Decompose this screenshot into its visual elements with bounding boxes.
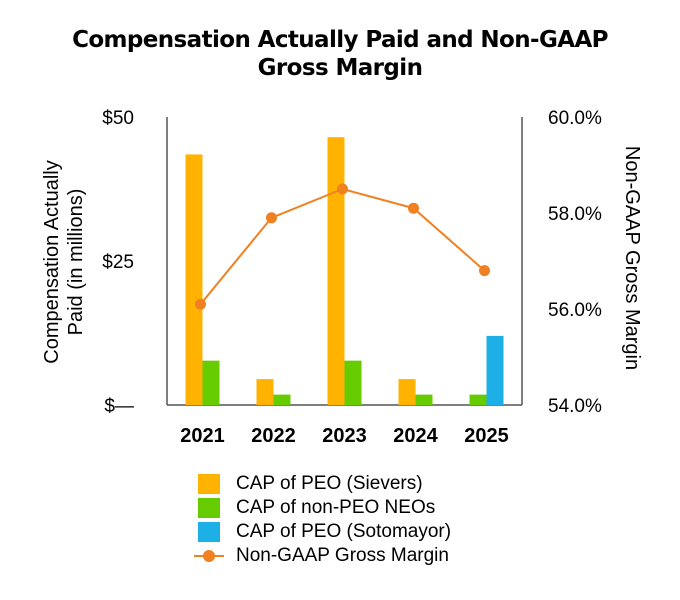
- y2-tick-label: 56.0%: [548, 300, 602, 321]
- axis-labels-group: Compensation Actually Paid (in millions)…: [41, 146, 643, 370]
- bar-non-peo-neos: [202, 360, 220, 405]
- x-tick-label: 2024: [393, 425, 438, 447]
- x-tick-label: 2023: [322, 425, 367, 447]
- legend-swatch-peo-sievers: [198, 474, 220, 494]
- bar-peo-sotomayor: [486, 335, 504, 405]
- bar-non-peo-neos: [344, 360, 362, 405]
- x-tick-label: 2021: [180, 425, 225, 447]
- y-axis-label-line-1: Compensation Actually: [41, 160, 63, 363]
- legend-swatch-peo-sotomayor: [198, 522, 220, 542]
- gross-margin-point: [195, 298, 206, 310]
- axes: $— $25 $50 54.0% 56.0% 58.0% 60.0% 2021 2022 2023…: [102, 108, 602, 447]
- line-series-group: [195, 183, 490, 310]
- chart-title-line-2: Gross Margin: [257, 55, 423, 81]
- chart-title-line-1: Compensation Actually Paid and Non-GAAP: [72, 27, 608, 53]
- gross-margin-point: [408, 202, 419, 214]
- y-tick-label: $—: [104, 396, 134, 417]
- y2-tick-label: 60.0%: [548, 108, 602, 129]
- x-tick-label: 2025: [464, 425, 509, 447]
- y-tick-label: $25: [102, 252, 134, 273]
- x-tick-label: 2022: [251, 425, 296, 447]
- bars-group: [185, 137, 504, 405]
- y2-tick-label: 58.0%: [548, 204, 602, 225]
- bar-non-peo-neos: [273, 394, 291, 405]
- bar-peo-sievers: [398, 379, 416, 405]
- bar-peo-sievers: [256, 379, 274, 405]
- legend-swatch-non-peo-neos: [198, 498, 220, 518]
- legend-label-peo-sotomayor: CAP of PEO (Sotomayor): [236, 521, 452, 542]
- legend-label-non-peo-neos: CAP of non-PEO NEOs: [236, 497, 436, 518]
- bar-peo-sievers: [327, 137, 345, 405]
- bar-peo-sievers: [185, 154, 203, 405]
- legend-marker-gross-margin: [203, 550, 215, 562]
- gross-margin-point: [337, 183, 348, 195]
- y2-tick-label: 54.0%: [548, 396, 602, 417]
- gross-margin-point: [479, 265, 490, 277]
- chart-area: $— $25 $50 54.0% 56.0% 58.0% 60.0% 2021 2022 2023…: [41, 108, 643, 447]
- y2-axis-label: Non-GAAP Gross Margin: [621, 146, 643, 370]
- y-axis-label-line-2: Paid (in millions): [65, 189, 87, 336]
- y-tick-label: $50: [102, 108, 134, 129]
- bar-non-peo-neos: [415, 394, 433, 405]
- gross-margin-point: [266, 212, 277, 224]
- legend-label-gross-margin: Non-GAAP Gross Margin: [236, 545, 449, 566]
- bar-non-peo-neos: [469, 394, 487, 405]
- legend-label-peo-sievers: CAP of PEO (Sievers): [236, 473, 423, 494]
